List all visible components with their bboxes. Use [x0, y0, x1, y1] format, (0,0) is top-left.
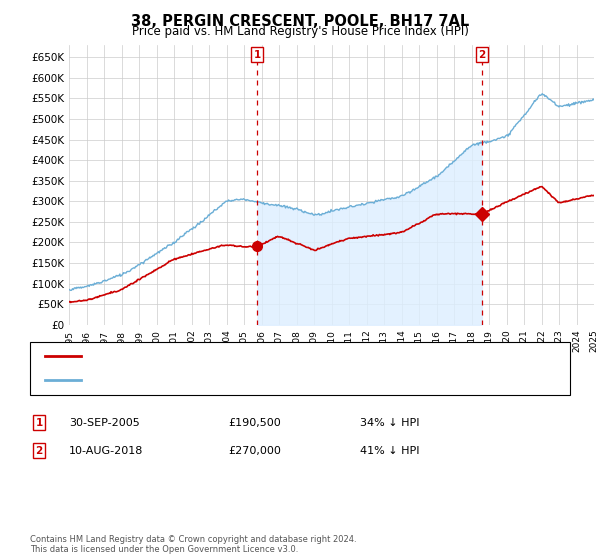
Text: 2: 2 — [478, 50, 485, 59]
Text: 1: 1 — [35, 418, 43, 428]
Text: £270,000: £270,000 — [228, 446, 281, 456]
Text: 10-AUG-2018: 10-AUG-2018 — [69, 446, 143, 456]
Text: Price paid vs. HM Land Registry's House Price Index (HPI): Price paid vs. HM Land Registry's House … — [131, 25, 469, 38]
Text: HPI: Average price, detached house, Bournemouth Christchurch and Poole: HPI: Average price, detached house, Bour… — [87, 375, 475, 385]
Text: 30-SEP-2005: 30-SEP-2005 — [69, 418, 140, 428]
Text: £190,500: £190,500 — [228, 418, 281, 428]
Text: 34% ↓ HPI: 34% ↓ HPI — [360, 418, 419, 428]
Text: 41% ↓ HPI: 41% ↓ HPI — [360, 446, 419, 456]
Text: 2: 2 — [35, 446, 43, 456]
Text: 38, PERGIN CRESCENT, POOLE, BH17 7AL (detached house): 38, PERGIN CRESCENT, POOLE, BH17 7AL (de… — [87, 352, 398, 362]
Text: Contains HM Land Registry data © Crown copyright and database right 2024.
This d: Contains HM Land Registry data © Crown c… — [30, 535, 356, 554]
Text: 38, PERGIN CRESCENT, POOLE, BH17 7AL: 38, PERGIN CRESCENT, POOLE, BH17 7AL — [131, 14, 469, 29]
Text: 1: 1 — [254, 50, 261, 59]
